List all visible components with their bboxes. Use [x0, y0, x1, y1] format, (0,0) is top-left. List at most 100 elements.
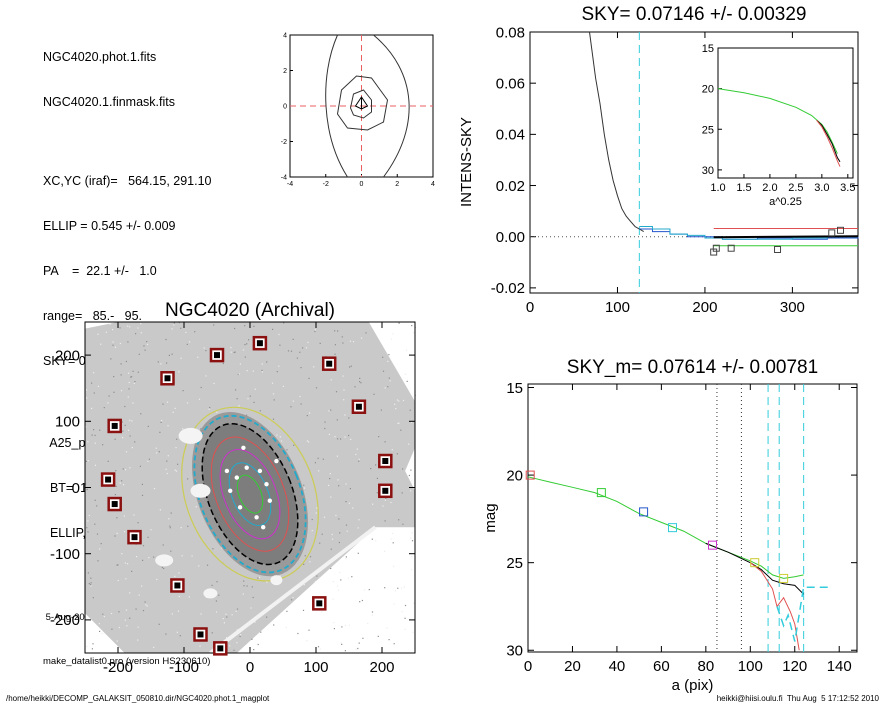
- image-noise-dot: [342, 336, 343, 337]
- image-noise-dot: [392, 533, 393, 534]
- image-noise-dot: [165, 634, 166, 635]
- image-noise-dot: [312, 519, 313, 520]
- image-noise-dot: [280, 436, 281, 437]
- image-noise-dot: [150, 529, 151, 530]
- image-noise-dot: [343, 399, 344, 400]
- mag-ylabel: mag: [482, 503, 499, 532]
- image-noise-dot: [343, 376, 344, 377]
- image-noise-dot: [358, 553, 359, 554]
- image-noise-dot: [359, 601, 360, 602]
- image-noise-dot: [170, 551, 171, 552]
- image-noise-dot: [172, 613, 173, 614]
- image-noise-dot: [168, 518, 169, 519]
- image-noise-dot: [357, 648, 358, 649]
- image-noise-dot: [93, 597, 94, 598]
- image-noise-dot: [384, 551, 385, 552]
- image-noise-dot: [410, 410, 411, 411]
- image-noise-dot: [309, 561, 310, 562]
- image-noise-dot: [147, 605, 148, 606]
- image-noise-dot: [341, 644, 342, 645]
- image-noise-dot: [139, 354, 140, 355]
- image-noise-dot: [338, 518, 339, 519]
- image-noise-dot: [167, 425, 168, 426]
- image-noise-dot: [291, 599, 292, 600]
- center-x-tick-label: 2: [395, 181, 399, 188]
- mag-y-tick-label: 25: [506, 555, 523, 572]
- image-y-tick-label: 100: [55, 414, 80, 431]
- image-noise-dot: [335, 515, 336, 516]
- mag-series-line: [528, 477, 804, 579]
- image-noise-dot: [393, 566, 394, 567]
- image-noise-dot: [399, 323, 400, 324]
- image-noise-dot: [173, 412, 174, 413]
- center-y-tick-label: 4: [283, 33, 287, 40]
- image-noise-dot: [238, 405, 239, 406]
- image-noise-dot: [213, 324, 214, 325]
- inset-x-tick-label: 1.5: [736, 182, 751, 194]
- image-noise-dot: [331, 379, 332, 380]
- image-noise-dot: [329, 434, 330, 435]
- image-noise-dot: [198, 565, 199, 566]
- image-noise-dot: [115, 439, 116, 440]
- sky-x-tick-label: 0: [526, 299, 534, 316]
- image-noise-dot: [331, 549, 332, 550]
- image-noise-dot: [345, 558, 346, 559]
- image-noise-dot: [278, 366, 279, 367]
- image-noise-dot: [355, 454, 356, 455]
- image-noise-dot: [252, 586, 253, 587]
- sky-series-line: [590, 32, 644, 232]
- image-noise-dot: [87, 441, 88, 442]
- image-noise-dot: [411, 569, 412, 570]
- mag-y-tick-label: 15: [506, 380, 523, 397]
- image-noise-dot: [266, 582, 267, 583]
- image-noise-dot: [204, 348, 205, 349]
- image-noise-dot: [121, 374, 122, 375]
- image-star-marker-core: [174, 582, 180, 588]
- image-noise-dot: [395, 408, 396, 409]
- image-noise-dot: [246, 343, 247, 344]
- image-noise-dot: [117, 641, 118, 642]
- image-noise-dot: [233, 650, 234, 651]
- image-noise-dot: [126, 610, 127, 611]
- image-noise-dot: [389, 639, 390, 640]
- image-noise-dot: [321, 611, 322, 612]
- image-noise-dot: [330, 568, 331, 569]
- image-noise-dot: [257, 578, 258, 579]
- image-noise-dot: [121, 363, 122, 364]
- sky-inset-frame: [718, 48, 853, 178]
- image-title: NGC4020 (Archival): [165, 300, 335, 321]
- image-noise-dot: [146, 341, 147, 342]
- image-noise-dot: [142, 495, 143, 496]
- image-noise-dot: [168, 455, 169, 456]
- image-noise-dot: [156, 452, 157, 453]
- image-noise-dot: [343, 389, 344, 390]
- image-noise-dot: [99, 430, 100, 431]
- image-noise-dot: [134, 441, 135, 442]
- image-noise-dot: [134, 381, 135, 382]
- image-noise-dot: [247, 398, 248, 399]
- image-noise-dot: [212, 585, 213, 586]
- inset-x-tick-label: 2.0: [762, 182, 777, 194]
- image-star-marker-core: [165, 375, 171, 381]
- image-noise-dot: [178, 371, 179, 372]
- image-noise-dot: [153, 557, 154, 558]
- galaxy-star: [238, 505, 242, 509]
- image-noise-dot: [178, 572, 179, 573]
- image-noise-dot: [359, 378, 360, 379]
- image-noise-dot: [156, 579, 157, 580]
- image-noise-dot: [104, 407, 105, 408]
- image-noise-dot: [350, 439, 351, 440]
- image-noise-dot: [229, 645, 230, 646]
- galaxy-star: [268, 499, 272, 503]
- image-noise-dot: [136, 609, 137, 610]
- image-noise-dot: [355, 649, 356, 650]
- image-noise-dot: [345, 437, 346, 438]
- image-noise-dot: [147, 461, 148, 462]
- image-noise-dot: [181, 358, 182, 359]
- image-noise-dot: [253, 326, 254, 327]
- image-noise-dot: [318, 458, 319, 459]
- image-noise-dot: [113, 392, 114, 393]
- image-noise-dot: [251, 639, 252, 640]
- image-noise-dot: [307, 415, 308, 416]
- image-noise-dot: [216, 581, 217, 582]
